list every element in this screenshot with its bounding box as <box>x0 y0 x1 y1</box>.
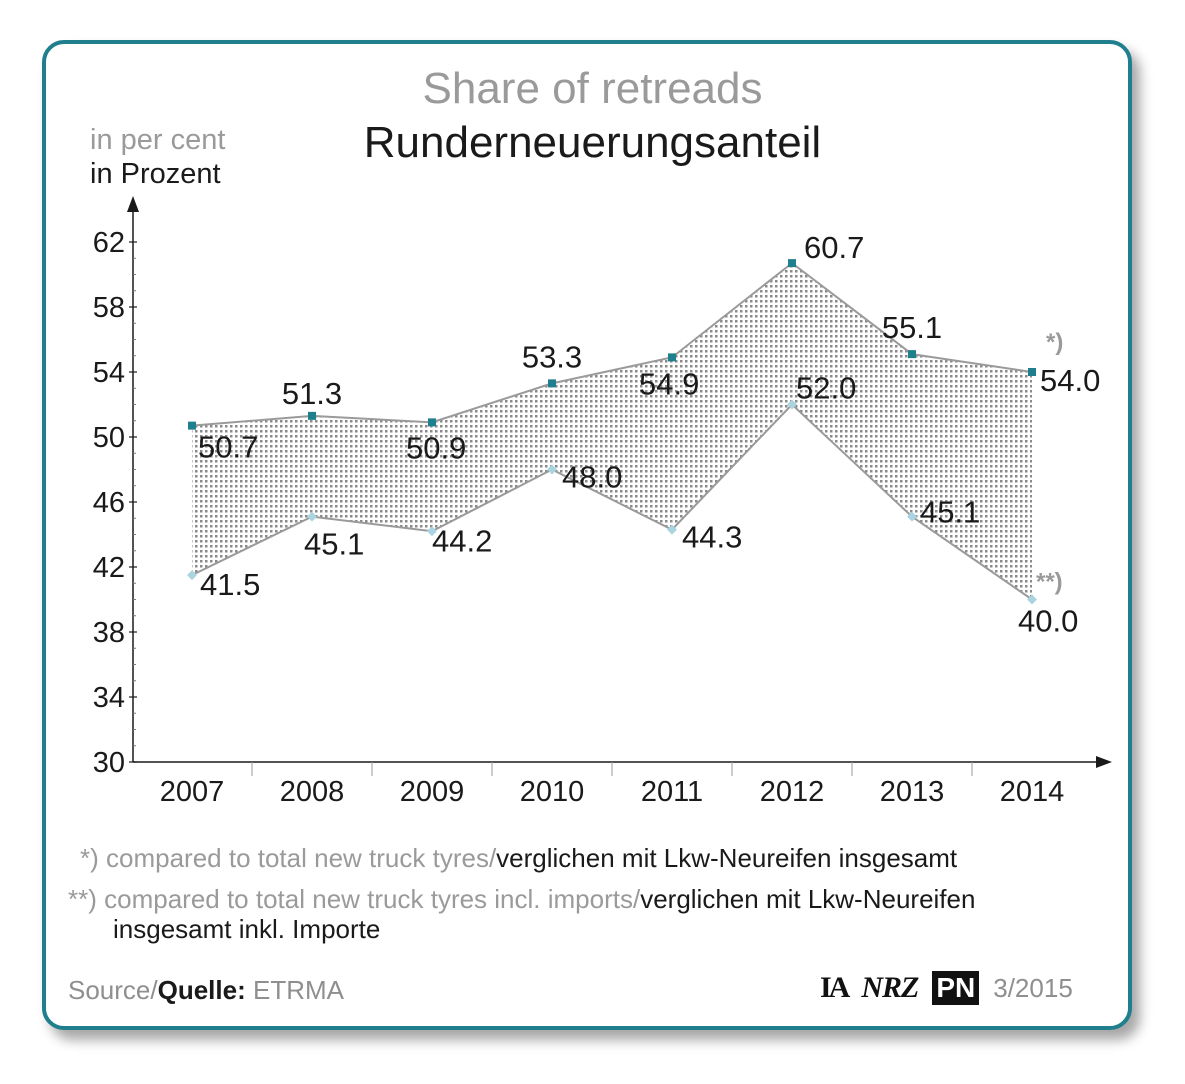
data-label-lower: 44.3 <box>682 520 742 555</box>
data-label-upper: 53.3 <box>522 339 582 374</box>
y-axis-arrow <box>127 196 139 212</box>
data-label-lower: 48.0 <box>562 460 622 495</box>
y-tick-label: 34 <box>93 682 125 714</box>
data-label-lower: 44.2 <box>432 523 492 558</box>
y-tick-label: 62 <box>93 227 125 259</box>
footnote-two-en: **) compared to total new truck tyres in… <box>68 884 641 914</box>
footnote-one-de: verglichen mit Lkw-Neureifen insgesamt <box>496 843 958 873</box>
x-tick-label: 2012 <box>760 776 825 808</box>
issue-date: 3/2015 <box>993 972 1073 1003</box>
ia-logo: IA <box>820 971 850 1004</box>
y-tick-label: 30 <box>93 747 125 779</box>
data-label-upper: 54.9 <box>639 366 699 401</box>
data-point-lower <box>307 511 317 522</box>
x-tick-label: 2008 <box>280 776 345 808</box>
series-marker-lower: **) <box>1036 569 1063 596</box>
x-tick-label: 2007 <box>160 776 225 808</box>
data-point-lower <box>187 570 197 581</box>
data-point-lower <box>547 464 557 475</box>
chart-title: Share of retreads <box>422 64 763 113</box>
data-point-upper <box>788 259 796 268</box>
x-axis-arrow <box>1096 756 1112 768</box>
series-line-upper <box>191 261 1033 427</box>
y-axis-label-de: in Prozent <box>90 158 221 190</box>
pn-logo: PN <box>932 971 980 1005</box>
x-tick-label: 2010 <box>520 776 585 808</box>
data-label-lower: 41.5 <box>200 567 260 602</box>
footnote-one: *) compared to total new truck tyres/ver… <box>80 843 957 874</box>
data-point-upper <box>188 421 196 430</box>
footnote-one-en: *) compared to total new truck tyres/ <box>80 843 497 873</box>
data-label-upper: 54.0 <box>1040 363 1100 398</box>
source-line: Source/Quelle: ETRMA <box>68 975 344 1006</box>
y-tick-label: 54 <box>93 357 125 389</box>
data-point-lower <box>1027 594 1037 605</box>
y-tick-label: 46 <box>93 487 125 519</box>
data-label-lower: 52.0 <box>796 371 856 406</box>
data-label-lower: 45.1 <box>920 495 980 530</box>
data-point-upper <box>668 353 676 362</box>
data-label-upper: 50.7 <box>198 430 258 465</box>
data-label-lower: 45.1 <box>304 527 364 562</box>
x-tick-label: 2009 <box>400 776 465 808</box>
source-label: Source/ <box>68 975 158 1005</box>
range-fill-area <box>192 263 1032 600</box>
data-label-upper: 60.7 <box>804 230 864 265</box>
data-point-lower <box>907 511 917 522</box>
quelle-label: Quelle: <box>157 975 246 1005</box>
nrz-logo: NRZ <box>861 971 919 1004</box>
series-marker-upper: *) <box>1046 329 1063 356</box>
data-label-upper: 50.9 <box>406 430 466 465</box>
data-label-upper: 51.3 <box>282 376 342 411</box>
y-tick-label: 38 <box>93 617 125 649</box>
publisher-logos: IA NRZ PN 3/2015 <box>820 970 1073 1006</box>
x-tick-label: 2011 <box>641 776 703 808</box>
chart-subtitle: Runderneuerungsanteil <box>363 118 822 167</box>
x-tick-label: 2014 <box>1000 776 1065 808</box>
y-tick-label: 42 <box>93 552 125 584</box>
data-point-upper <box>428 418 436 427</box>
data-point-upper <box>308 411 316 420</box>
data-point-lower <box>667 524 677 535</box>
x-tick-label: 2013 <box>880 776 945 808</box>
y-tick-label: 58 <box>93 292 125 324</box>
data-label-upper: 55.1 <box>882 310 942 345</box>
footnote-two: **) compared to total new truck tyres in… <box>68 884 975 915</box>
footnote-two-de: verglichen mit Lkw-Neureifen <box>640 884 976 914</box>
data-point-upper <box>1028 368 1036 376</box>
data-point-lower <box>787 399 797 410</box>
footnote-two-line2: insgesamt inkl. Importe <box>113 914 381 944</box>
series-line-lower <box>191 403 1033 601</box>
data-point-lower <box>427 526 437 537</box>
data-point-upper <box>548 379 556 388</box>
y-tick-label: 50 <box>93 422 125 454</box>
y-axis-label-en: in per cent <box>90 124 226 156</box>
data-label-lower: 40.0 <box>1018 604 1078 639</box>
data-point-upper <box>908 350 916 359</box>
source-value: ETRMA <box>252 975 344 1005</box>
